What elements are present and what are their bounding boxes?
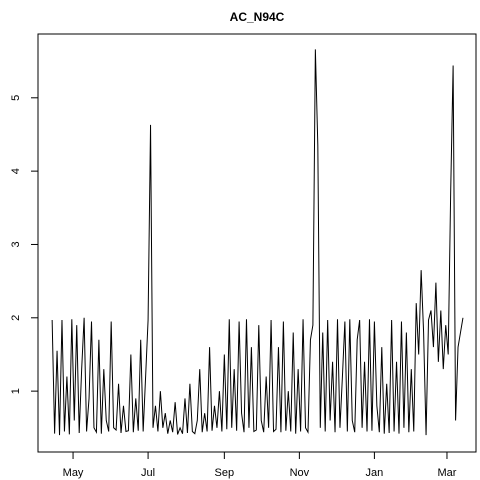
y-tick-label: 4 [10,168,22,174]
x-tick-label: Nov [290,467,310,479]
x-tick-label: Mar [437,467,456,479]
y-tick-label: 1 [10,388,22,394]
x-tick-label: Sep [215,467,235,479]
y-tick-label: 3 [10,241,22,247]
x-tick-label: Jul [141,467,155,479]
x-tick-label: May [63,467,84,479]
chart-title: AC_N94C [230,10,285,24]
x-tick-label: Jan [366,467,384,479]
y-tick-label: 5 [10,95,22,101]
plot-frame [37,33,477,453]
series-line [51,49,464,436]
y-tick-label: 2 [10,315,22,321]
